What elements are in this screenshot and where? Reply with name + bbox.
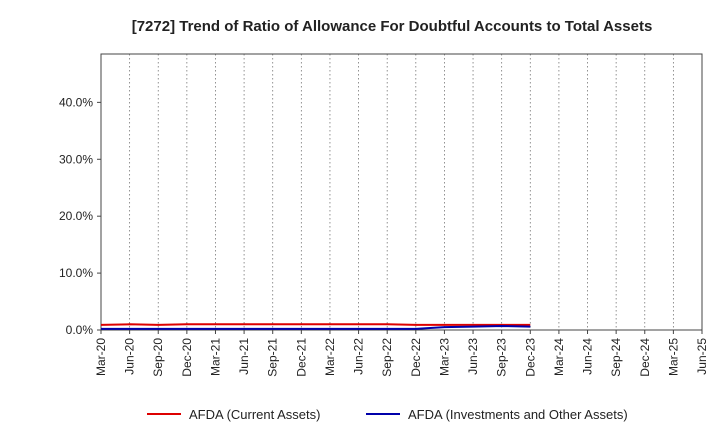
x-tick-label: Mar-21 <box>208 338 222 376</box>
x-tick-label: Dec-24 <box>638 338 652 377</box>
chart-title: [7272] Trend of Ratio of Allowance For D… <box>132 18 653 35</box>
plot-area <box>100 53 703 331</box>
legend-label-investments: AFDA (Investments and Other Assets) <box>408 407 628 422</box>
x-tick-label: Mar-20 <box>94 338 108 376</box>
x-tick-label: Jun-22 <box>352 338 366 375</box>
legend-label-current-assets: AFDA (Current Assets) <box>189 407 320 422</box>
x-tick-label: Jun-25 <box>695 338 709 375</box>
x-tick-label: Jun-21 <box>237 338 251 375</box>
x-tick-label: Jun-23 <box>466 338 480 375</box>
x-tick-label: Mar-23 <box>437 338 451 376</box>
legend: AFDA (Current Assets) AFDA (Investments … <box>147 407 628 422</box>
y-axis-ticks: 0.0% 10.0% 20.0% 30.0% 40.0% <box>59 95 101 337</box>
x-tick-label: Dec-22 <box>409 338 423 377</box>
y-tick-label: 40.0% <box>59 95 93 109</box>
y-tick-label: 0.0% <box>66 323 94 337</box>
x-tick-label: Sep-21 <box>266 338 280 377</box>
y-tick-label: 10.0% <box>59 266 93 280</box>
x-tick-label: Mar-25 <box>666 338 680 376</box>
series-line-investments <box>101 325 531 330</box>
x-axis-ticks: Mar-20 Jun-20 Sep-20 Dec-20 Mar-21 Jun-21 Sep-… <box>94 330 709 377</box>
y-tick-label: 20.0% <box>59 209 93 223</box>
x-tick-label: Sep-22 <box>380 338 394 377</box>
series-lines <box>100 323 531 330</box>
x-tick-label: Sep-23 <box>495 338 509 377</box>
x-tick-label: Mar-22 <box>323 338 337 376</box>
x-tick-label: Dec-23 <box>523 338 537 377</box>
y-tick-label: 30.0% <box>59 152 93 166</box>
x-tick-label: Mar-24 <box>552 338 566 376</box>
x-tick-label: Jun-24 <box>581 338 595 375</box>
x-tick-label: Sep-20 <box>151 338 165 377</box>
grid-lines <box>100 54 703 330</box>
x-tick-label: Jun-20 <box>123 338 137 375</box>
series-line-current-assets <box>100 323 531 326</box>
x-tick-label: Dec-21 <box>294 338 308 377</box>
x-tick-label: Sep-24 <box>609 338 623 377</box>
x-tick-label: Dec-20 <box>180 338 194 377</box>
